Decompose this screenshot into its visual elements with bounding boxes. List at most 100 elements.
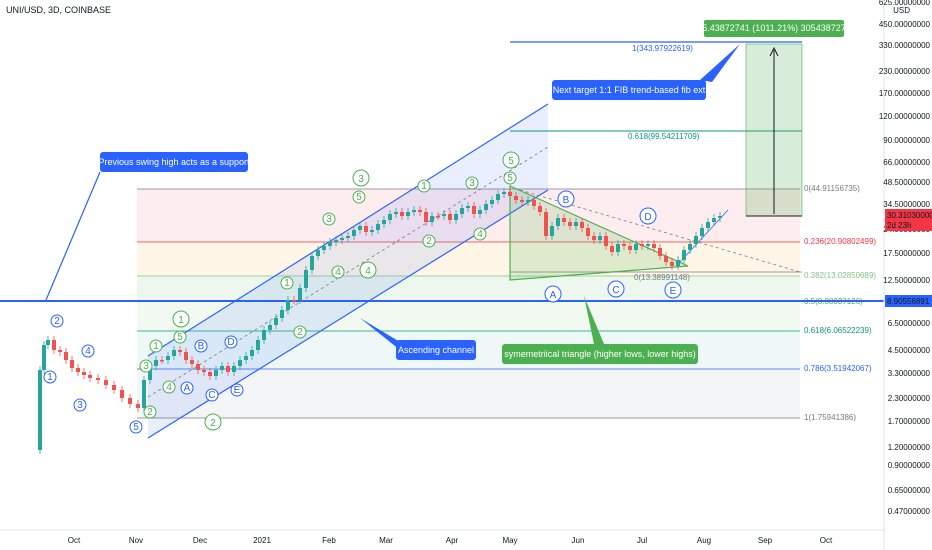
fib-ext-1: 1(343.97922619) — [632, 44, 693, 53]
candle-body — [628, 246, 632, 250]
price-tick: 1.70000000 — [888, 417, 931, 426]
svg-text:2: 2 — [210, 418, 216, 429]
svg-text:4: 4 — [335, 267, 341, 278]
svg-text:4: 4 — [166, 382, 172, 393]
fib-level-0786: 0.786(3.51942067) — [804, 364, 872, 373]
price-tick: 34.50000000 — [883, 200, 930, 209]
svg-text:B: B — [198, 341, 205, 352]
wave-blue-4: 4 — [81, 344, 95, 358]
candle-body — [382, 220, 386, 224]
candlestick-series — [38, 188, 722, 454]
fib-level-0382: 0.382(13.02850689) — [804, 271, 876, 280]
candle-body — [640, 244, 644, 246]
price-tick: 17.50000000 — [883, 249, 930, 258]
wave-small-2a: 2 — [143, 405, 157, 419]
candle-body — [496, 194, 500, 200]
candle-body — [502, 192, 506, 194]
candle-body — [160, 360, 164, 362]
symbol-title: UNI/USD, 3D, COINBASE — [6, 5, 111, 15]
axis-currency: USD — [893, 6, 910, 15]
candle-body — [76, 368, 80, 372]
candle-body — [580, 222, 584, 228]
candle-body — [214, 370, 218, 376]
svg-text:2: 2 — [54, 316, 60, 327]
wave-blue-1: 1 — [43, 370, 57, 384]
callout-channel-text: Ascending channel — [398, 345, 474, 355]
callout-target[interactable]: Next target 1:1 FIB trend-based fib ext — [552, 44, 740, 100]
candle-body — [190, 360, 194, 364]
wave-small-4c: 4 — [473, 227, 487, 241]
svg-text:5: 5 — [177, 332, 183, 343]
candle-body — [634, 244, 638, 250]
candle-body — [280, 310, 284, 318]
candle-body — [430, 216, 434, 222]
candle-body — [448, 214, 452, 220]
candle-body — [268, 325, 272, 330]
candle-body — [334, 240, 338, 242]
svg-text:3: 3 — [143, 361, 149, 372]
svg-text:C: C — [208, 390, 215, 401]
svg-text:3: 3 — [326, 214, 332, 225]
svg-text:E: E — [670, 286, 677, 297]
candle-body — [250, 350, 254, 356]
candle-body — [520, 200, 524, 202]
wave-green-5: 5 — [502, 151, 520, 169]
candle-body — [670, 262, 674, 266]
svg-text:C: C — [612, 285, 619, 296]
svg-text:1: 1 — [153, 341, 159, 352]
price-tick: 0.47000000 — [888, 507, 931, 516]
price-tick: 0.65000000 — [888, 486, 931, 495]
candle-body — [166, 356, 170, 360]
candle-body — [178, 350, 182, 352]
wave-green-4: 4 — [359, 261, 377, 279]
candle-body — [718, 216, 722, 218]
callout-triangle[interactable]: symemetriical triangle (higher lows, low… — [502, 296, 698, 364]
candle-body — [172, 350, 176, 356]
candle-body — [128, 398, 132, 404]
candle-body — [208, 372, 212, 376]
candle-body — [538, 206, 542, 212]
wave-blue-2: 2 — [50, 314, 64, 328]
wave-small-1a: 1 — [149, 339, 163, 353]
time-tick: Jul — [637, 536, 647, 545]
wave-blue-5: 5 — [129, 420, 143, 434]
svg-text:1: 1 — [284, 278, 290, 289]
svg-text:3: 3 — [77, 400, 83, 411]
svg-text:3: 3 — [469, 178, 475, 189]
callout-channel[interactable]: Ascending channel — [360, 318, 476, 360]
candle-body — [586, 228, 590, 236]
svg-text:A: A — [184, 383, 191, 394]
svg-text:A: A — [550, 290, 557, 301]
candle-body — [286, 300, 290, 310]
price-tick: 120.00000000 — [879, 112, 931, 121]
candle-body — [256, 340, 260, 350]
svg-text:5: 5 — [507, 173, 513, 184]
price-axis[interactable]: USD 625.00000000 450.00000000 330.00000000… — [879, 0, 932, 550]
candle-body — [46, 340, 50, 345]
candle-body — [712, 218, 716, 222]
time-axis[interactable]: Oct Nov Dec 2021 Feb Mar Apr May Jun Jul Aug Sep Oct — [0, 529, 884, 545]
svg-text:E: E — [234, 385, 241, 396]
wave-green-1: 1 — [172, 310, 190, 328]
measure-tool[interactable]: 305.43872741 (1011.21%) 30543872741 — [692, 20, 856, 217]
price-tick: 170.00000000 — [879, 89, 931, 98]
price-tick: 66.00000000 — [883, 158, 930, 167]
candle-body — [70, 360, 74, 368]
callout-target-text: Next target 1:1 FIB trend-based fib ext — [553, 85, 706, 95]
candle-body — [52, 340, 56, 350]
candle-body — [196, 364, 200, 370]
candle-body — [274, 318, 278, 325]
support-price-badge: 8.90556891 — [885, 295, 932, 307]
candle-body — [322, 246, 326, 250]
candle-body — [676, 260, 680, 266]
candle-body — [664, 256, 668, 262]
candle-body — [412, 210, 416, 212]
callout-support[interactable]: Previous swing high acts as a support — [45, 152, 250, 301]
wave-green-2: 2 — [204, 413, 222, 431]
candle-body — [388, 214, 392, 220]
candle-body — [442, 214, 446, 216]
candle-body — [526, 200, 530, 202]
candle-body — [352, 230, 356, 236]
svg-text:2d 23h: 2d 23h — [887, 221, 911, 230]
